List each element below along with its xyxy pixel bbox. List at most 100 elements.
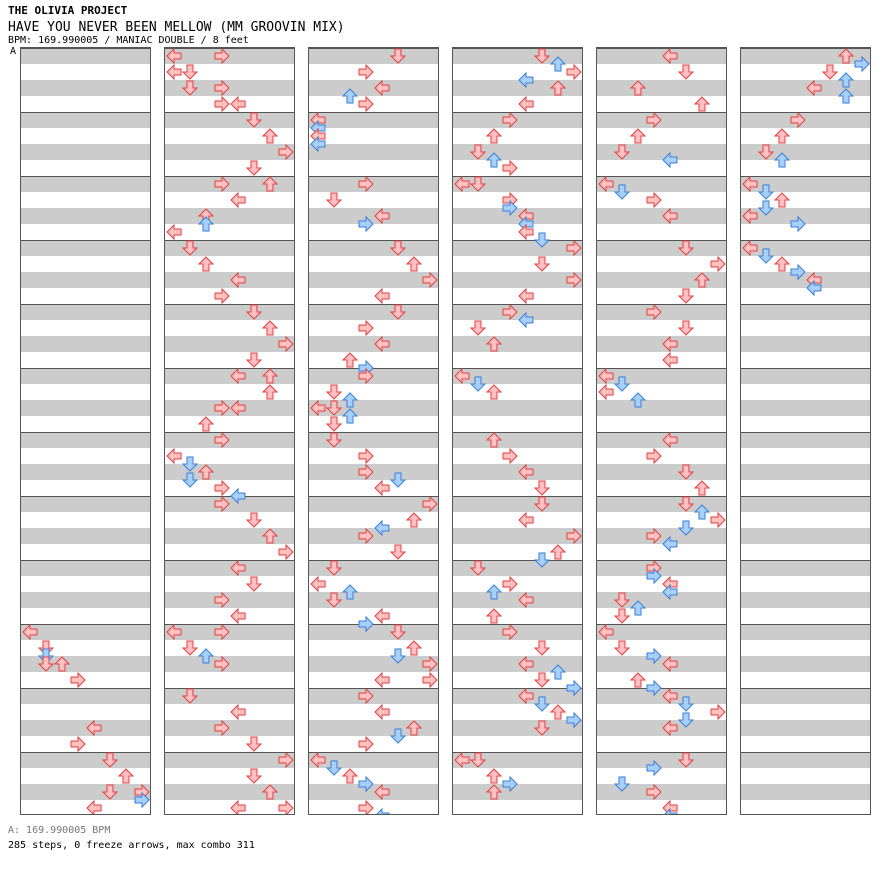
arrow-shape: [613, 376, 631, 392]
arrow-shape: [485, 384, 503, 400]
beat-stripe: [21, 592, 150, 608]
beat-stripe: [309, 688, 438, 704]
step-arrow-up: [693, 480, 711, 496]
arrow-shape: [214, 48, 230, 65]
arrow-shape: [454, 367, 470, 385]
step-arrow-right: [278, 799, 294, 814]
step-arrow-left: [662, 583, 678, 601]
arrow-shape: [693, 272, 711, 288]
step-arrow-right: [278, 543, 294, 561]
beat-stripe: [453, 240, 582, 256]
beat-stripe: [741, 48, 870, 64]
step-arrow-right: [358, 775, 374, 793]
arrow-shape: [278, 335, 294, 353]
beat-stripe: [21, 144, 150, 160]
step-arrow-down: [389, 472, 407, 488]
step-arrow-right: [214, 48, 230, 65]
step-arrow-right: [278, 143, 294, 161]
arrow-shape: [389, 48, 407, 64]
step-arrow-right: [710, 703, 726, 721]
arrow-shape: [358, 175, 374, 193]
beat-stripe: [165, 240, 294, 256]
arrow-shape: [181, 64, 199, 80]
beat-stripe: [165, 400, 294, 416]
step-arrow-right: [854, 55, 870, 73]
arrow-shape: [389, 240, 407, 256]
beat-stripe: [21, 624, 150, 640]
arrow-shape: [101, 784, 119, 800]
arrow-shape: [646, 679, 662, 697]
arrow-shape: [662, 335, 678, 353]
arrow-shape: [837, 88, 855, 104]
step-arrow-down: [389, 544, 407, 560]
arrow-shape: [358, 799, 374, 814]
arrow-shape: [230, 367, 246, 385]
step-arrow-right: [214, 399, 230, 417]
chart-meta: BPM: 169.990005 / MANIAC DOUBLE / 8 feet: [8, 35, 249, 46]
step-arrow-left: [742, 239, 758, 257]
beat-stripe: [309, 592, 438, 608]
beat-stripe: [453, 400, 582, 416]
arrow-shape: [214, 479, 230, 497]
step-arrow-up: [117, 768, 135, 784]
arrow-shape: [389, 304, 407, 320]
step-arrow-down: [181, 80, 199, 96]
step-arrow-down: [245, 160, 263, 176]
arrow-shape: [710, 255, 726, 273]
step-arrow-right: [566, 527, 582, 545]
arrow-shape: [261, 528, 279, 544]
arrow-shape: [549, 704, 567, 720]
beat-stripe: [21, 240, 150, 256]
step-arrow-left: [662, 48, 678, 65]
beat-stripe: [453, 560, 582, 576]
beat-stripe: [741, 784, 870, 800]
beat-stripe: [165, 624, 294, 640]
step-arrow-right: [214, 719, 230, 737]
arrow-shape: [469, 376, 487, 392]
step-arrow-right: [278, 751, 294, 769]
beat-stripe: [453, 80, 582, 96]
step-arrow-down: [613, 608, 631, 624]
arrow-shape: [310, 575, 326, 593]
beat-stripe: [21, 784, 150, 800]
step-arrow-up: [485, 152, 503, 168]
arrow-shape: [757, 248, 775, 264]
arrow-shape: [197, 464, 215, 480]
step-arrow-up: [549, 544, 567, 560]
step-arrow-left: [166, 63, 182, 81]
step-arrow-down: [533, 232, 551, 248]
arrow-shape: [646, 447, 662, 465]
arrow-shape: [485, 432, 503, 448]
step-arrow-right: [214, 287, 230, 305]
step-arrow-up: [773, 256, 791, 272]
step-arrow-right: [502, 111, 518, 129]
arrow-shape: [646, 783, 662, 801]
beat-stripe: [21, 112, 150, 128]
step-arrow-left: [662, 719, 678, 737]
arrow-shape: [261, 320, 279, 336]
beat-stripe: [741, 560, 870, 576]
step-arrow-down: [533, 480, 551, 496]
step-arrow-left: [598, 175, 614, 193]
step-arrow-left: [230, 271, 246, 289]
arrow-shape: [245, 576, 263, 592]
step-arrow-right: [646, 647, 662, 665]
arrow-shape: [261, 784, 279, 800]
step-arrow-left: [86, 719, 102, 737]
step-arrow-down: [325, 192, 343, 208]
beat-stripe: [21, 464, 150, 480]
arrow-shape: [166, 447, 182, 465]
step-arrow-right: [358, 463, 374, 481]
arrow-shape: [613, 640, 631, 656]
step-arrow-left: [310, 575, 326, 593]
arrow-shape: [341, 408, 359, 424]
arrow-shape: [677, 64, 695, 80]
step-arrow-down: [325, 432, 343, 448]
beat-stripe: [21, 336, 150, 352]
beat-stripe: [597, 176, 726, 192]
step-arrow-up: [485, 584, 503, 600]
arrow-shape: [389, 728, 407, 744]
step-arrow-down: [181, 240, 199, 256]
beat-stripe: [741, 624, 870, 640]
arrow-shape: [742, 239, 758, 257]
